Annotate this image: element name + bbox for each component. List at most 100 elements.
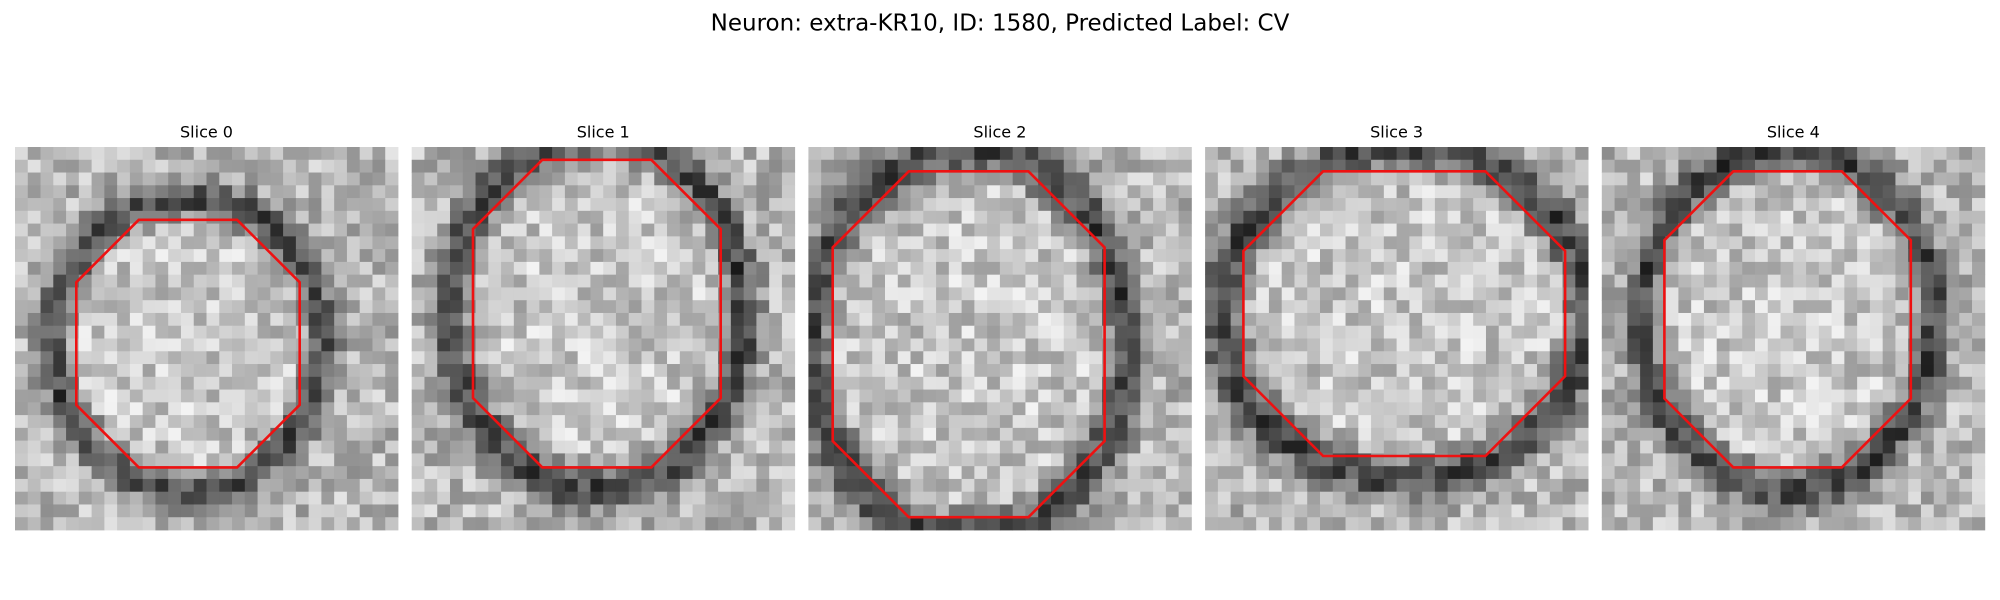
pixel (1549, 198, 1563, 212)
pixel (1294, 210, 1308, 224)
pixel (1127, 236, 1141, 250)
pixel (1089, 517, 1103, 531)
pixel (1831, 466, 1845, 480)
pixel (1485, 402, 1500, 416)
pixel (808, 517, 822, 531)
pixel (1076, 172, 1090, 186)
pixel (923, 147, 937, 161)
pixel (104, 312, 118, 327)
pixel (552, 504, 566, 518)
pixel (1268, 427, 1283, 442)
pixel (1025, 364, 1039, 378)
pixel (1140, 249, 1154, 263)
pixel (1640, 223, 1654, 237)
pixel (1165, 376, 1180, 390)
pixel (705, 491, 719, 505)
pixel (1281, 325, 1295, 339)
pixel (180, 338, 195, 352)
pixel (1307, 249, 1321, 263)
pixel (334, 389, 348, 403)
pixel (1371, 198, 1385, 212)
pixel (1307, 261, 1321, 276)
pixel (564, 300, 579, 314)
pixel (501, 453, 515, 467)
pixel (948, 517, 962, 531)
pixel (756, 364, 770, 378)
pixel (641, 287, 655, 301)
pixel (705, 415, 719, 429)
pixel (730, 325, 745, 339)
pixel (1614, 312, 1628, 327)
pixel (564, 159, 579, 173)
pixel (1178, 453, 1192, 467)
pixel (283, 236, 297, 250)
pixel (308, 415, 322, 429)
pixel (1627, 325, 1641, 339)
pixel (244, 389, 258, 403)
pixel (206, 198, 220, 212)
pixel (1652, 300, 1667, 314)
pixel (334, 376, 348, 390)
pixel (808, 427, 822, 442)
pixel (1383, 491, 1397, 505)
pixel (987, 402, 1001, 416)
pixel (513, 376, 527, 390)
pixel (1127, 364, 1141, 378)
pixel (40, 376, 54, 390)
pixel (1511, 147, 1525, 161)
pixel (385, 453, 399, 467)
pixel (1460, 325, 1474, 339)
pixel (424, 300, 438, 314)
pixel (1460, 312, 1474, 327)
pixel (411, 491, 425, 505)
pixel (1012, 338, 1026, 352)
pixel (257, 198, 271, 212)
pixel (1447, 491, 1461, 505)
pixel (1665, 376, 1679, 390)
pixel (1818, 159, 1832, 173)
pixel (1882, 427, 1896, 442)
pixel (692, 274, 706, 288)
pixel (1165, 389, 1180, 403)
pixel (936, 261, 950, 276)
pixel (346, 236, 361, 250)
pixel (1063, 376, 1077, 390)
pixel (372, 453, 386, 467)
pixel (1102, 159, 1116, 173)
pixel (1818, 338, 1832, 352)
pixel (859, 236, 873, 250)
pixel (334, 351, 348, 365)
pixel (1652, 376, 1667, 390)
pixel (1933, 427, 1947, 442)
pixel (1063, 491, 1077, 505)
pixel (385, 185, 399, 199)
pixel (885, 453, 899, 467)
pixel (1320, 223, 1334, 237)
pixel (692, 261, 706, 276)
pixel (1089, 172, 1103, 186)
pixel (1114, 364, 1128, 378)
pixel (1614, 427, 1628, 442)
pixel (1972, 172, 1986, 186)
pixel (1562, 236, 1576, 250)
pixel (1038, 185, 1052, 199)
pixel (1012, 517, 1026, 531)
pixel (628, 147, 642, 161)
pixel (475, 147, 489, 161)
pixel (833, 453, 848, 467)
pixel (334, 453, 348, 467)
pixel (539, 274, 553, 288)
pixel (1358, 287, 1372, 301)
pixel (1178, 440, 1192, 454)
pixel (372, 210, 386, 224)
pixel (756, 415, 770, 429)
pixel (679, 466, 693, 480)
pixel (1498, 453, 1512, 467)
pixel (359, 491, 373, 505)
pixel (974, 402, 988, 416)
pixel (692, 312, 706, 327)
pixel (846, 287, 860, 301)
pixel (590, 504, 604, 518)
pixel (577, 415, 591, 429)
pixel (1165, 261, 1180, 276)
